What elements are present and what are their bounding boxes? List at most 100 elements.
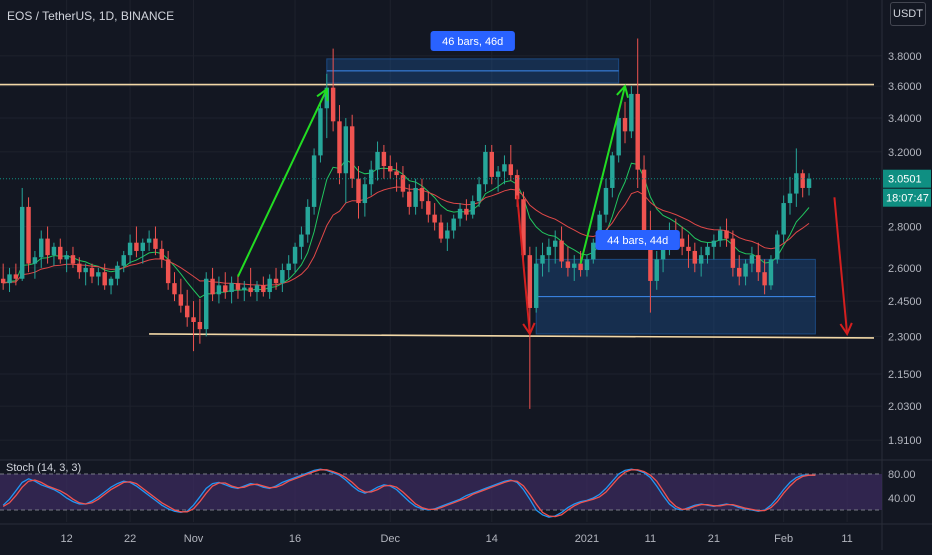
candle-body bbox=[343, 126, 349, 174]
candle-body bbox=[261, 285, 266, 293]
candle bbox=[0, 263, 6, 290]
candle bbox=[242, 280, 247, 302]
y-tick-label: 2.0300 bbox=[888, 401, 922, 413]
stoch-y-tick-label: 40.00 bbox=[888, 493, 916, 505]
candle-body bbox=[438, 222, 444, 239]
candle bbox=[775, 230, 780, 264]
candle-body bbox=[216, 285, 222, 295]
candle bbox=[121, 250, 126, 273]
candle bbox=[508, 144, 514, 181]
y-tick-label: 2.4500 bbox=[888, 296, 922, 308]
candle-body bbox=[394, 171, 399, 176]
candle bbox=[762, 259, 767, 295]
candle-body bbox=[248, 287, 253, 293]
candle-body bbox=[368, 169, 374, 185]
candle-body bbox=[591, 242, 596, 260]
candle-body bbox=[527, 255, 533, 308]
candle bbox=[7, 267, 12, 293]
candle-body bbox=[514, 175, 520, 200]
candle bbox=[552, 230, 558, 264]
y-tick-label: 1.9100 bbox=[888, 435, 922, 447]
candle bbox=[438, 214, 444, 243]
candle bbox=[635, 38, 640, 188]
candle-body bbox=[210, 278, 215, 295]
candle-body bbox=[629, 93, 634, 132]
candle bbox=[648, 210, 653, 313]
candle-body bbox=[711, 240, 717, 247]
candle-body bbox=[648, 234, 653, 281]
candle-body bbox=[292, 246, 298, 264]
downtrend-arrow-2-head bbox=[839, 322, 853, 337]
candle bbox=[432, 203, 437, 231]
candle bbox=[210, 267, 215, 302]
candle bbox=[686, 234, 691, 268]
candle-body bbox=[768, 259, 774, 286]
x-tick-label: Nov bbox=[184, 533, 204, 545]
candle bbox=[140, 238, 145, 264]
candle bbox=[191, 301, 196, 352]
candle bbox=[286, 255, 291, 279]
range-label-2: 44 bars, 44d bbox=[607, 235, 668, 247]
candle bbox=[318, 101, 323, 163]
ma-slow-line bbox=[3, 186, 810, 287]
candle-body bbox=[375, 151, 380, 170]
candle-body bbox=[635, 93, 640, 170]
candle-body bbox=[794, 173, 799, 194]
downtrend-arrow-1-head bbox=[522, 322, 536, 337]
currency-selector[interactable]: USDT bbox=[890, 2, 926, 26]
candle-body bbox=[730, 238, 736, 268]
candle bbox=[223, 272, 228, 299]
candle bbox=[451, 214, 456, 239]
countdown-tag: 18:07:47 bbox=[886, 193, 929, 205]
candle bbox=[330, 48, 336, 132]
candle bbox=[19, 187, 25, 281]
candle bbox=[711, 234, 717, 260]
y-tick-label: 2.6000 bbox=[888, 263, 922, 275]
candle-body bbox=[362, 184, 368, 204]
stoch-indicator-label[interactable]: Stoch (14, 3, 3) bbox=[6, 462, 82, 474]
candle bbox=[254, 280, 260, 302]
stoch-band bbox=[0, 474, 882, 510]
candle bbox=[58, 238, 63, 264]
candle-body bbox=[330, 87, 336, 122]
candle bbox=[654, 250, 659, 290]
candle-body bbox=[140, 242, 145, 251]
candle bbox=[445, 222, 450, 251]
candle-body bbox=[603, 187, 609, 215]
candle-body bbox=[426, 201, 431, 215]
candle bbox=[407, 184, 412, 215]
candle-body bbox=[578, 263, 583, 271]
candle-body bbox=[39, 238, 44, 258]
candle-body bbox=[597, 214, 602, 243]
candle bbox=[749, 246, 755, 273]
candle-body bbox=[13, 274, 19, 279]
candle bbox=[794, 148, 799, 207]
candle bbox=[368, 160, 374, 196]
candle bbox=[419, 178, 425, 209]
candle bbox=[768, 255, 774, 290]
candle-body bbox=[356, 178, 361, 204]
candle-body bbox=[483, 151, 488, 185]
candle-body bbox=[559, 240, 564, 262]
candle bbox=[89, 263, 95, 284]
x-tick-label: 22 bbox=[124, 533, 136, 545]
symbol-title[interactable]: EOS / TetherUS, 1D, BINANCE bbox=[7, 9, 175, 23]
candle bbox=[77, 257, 82, 279]
y-tick-label: 3.2000 bbox=[888, 147, 922, 159]
candle bbox=[216, 276, 222, 304]
candle-body bbox=[191, 317, 196, 322]
candle bbox=[470, 195, 475, 219]
candle-body bbox=[552, 240, 558, 247]
candle-body bbox=[165, 259, 171, 284]
candle-body bbox=[204, 278, 209, 330]
range-label-1-bg bbox=[430, 31, 515, 51]
candle-body bbox=[178, 294, 184, 306]
support-line bbox=[149, 333, 875, 339]
x-tick-label: 14 bbox=[486, 533, 498, 545]
candle-body bbox=[445, 230, 450, 239]
downtrend-arrow-2 bbox=[833, 197, 849, 335]
candle bbox=[45, 226, 50, 264]
last-price-tag: 3.0501 bbox=[888, 174, 922, 186]
